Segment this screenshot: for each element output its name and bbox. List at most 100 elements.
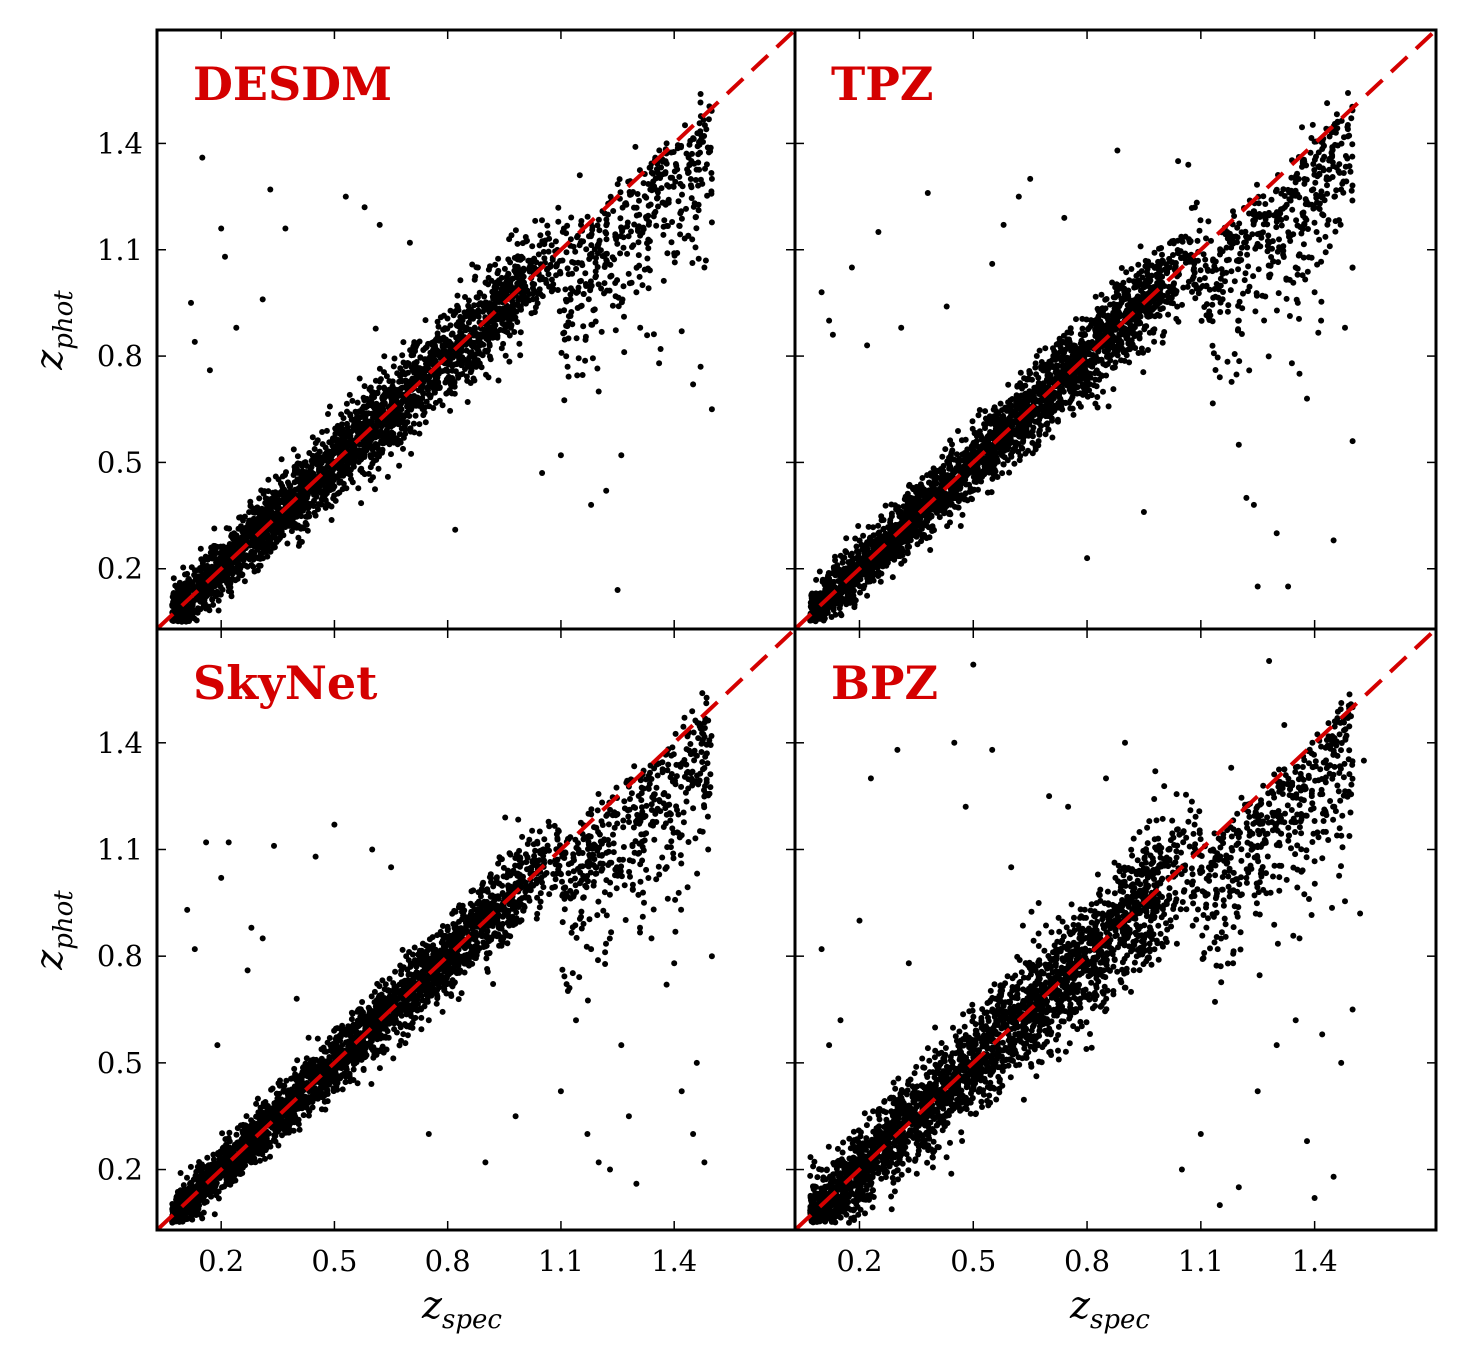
desdm-point [517, 352, 524, 359]
tpz-point [1195, 290, 1202, 297]
desdm-point [590, 307, 597, 314]
desdm-point [350, 440, 357, 447]
desdm-point [439, 368, 445, 375]
tpz-point [1159, 332, 1166, 339]
desdm-point [264, 531, 271, 538]
tpz-point [1273, 224, 1280, 231]
desdm-point [505, 256, 512, 263]
desdm-point [476, 289, 483, 296]
desdm-point [329, 435, 336, 442]
desdm-point [601, 264, 608, 270]
desdm-point [697, 99, 704, 106]
tpz-point [1257, 243, 1264, 250]
tpz-point [1228, 268, 1235, 275]
tpz-point [906, 543, 913, 550]
tpz-point [1180, 284, 1187, 291]
desdm-point [217, 575, 224, 582]
desdm-point [280, 532, 287, 539]
desdm-point [572, 248, 579, 255]
desdm-point [470, 325, 477, 332]
desdm-point [380, 435, 387, 442]
tpz-point [975, 412, 982, 419]
desdm-ytick-label: 0.2 [97, 552, 143, 586]
desdm-point [246, 555, 253, 562]
tpz-point [1070, 411, 1077, 418]
tpz-point [1304, 268, 1311, 275]
desdm-point [205, 603, 212, 610]
desdm-point [352, 408, 359, 415]
desdm-point [369, 393, 375, 400]
desdm-point [578, 221, 584, 228]
desdm-point [569, 288, 576, 294]
tpz-point [1112, 359, 1119, 366]
desdm-point [407, 347, 414, 354]
desdm-point [520, 288, 526, 295]
desdm-point [681, 235, 688, 242]
desdm-point [447, 407, 454, 414]
desdm-point [264, 542, 271, 549]
tpz-point [839, 559, 846, 566]
desdm-point [380, 440, 387, 447]
desdm-point [550, 286, 557, 293]
desdm-point [692, 177, 699, 183]
desdm-point [682, 122, 688, 129]
desdm-point [412, 412, 419, 419]
desdm-point [651, 183, 658, 190]
tpz-point [865, 523, 872, 530]
desdm-point [672, 178, 679, 185]
desdm-point [592, 318, 599, 325]
desdm-point [494, 270, 501, 277]
tpz-point [1064, 336, 1071, 343]
desdm-point [502, 328, 509, 335]
tpz-point [1337, 221, 1344, 228]
desdm-point [300, 491, 307, 498]
desdm-point [676, 223, 683, 229]
desdm-point [346, 466, 352, 473]
desdm-point [410, 420, 417, 427]
desdm-outlier-point [376, 221, 383, 228]
desdm-point [404, 419, 411, 426]
desdm-point [580, 238, 587, 245]
tpz-point [1264, 248, 1271, 255]
desdm-point [414, 367, 421, 374]
desdm-point [390, 422, 396, 429]
desdm-point [603, 216, 610, 223]
desdm-point [330, 473, 336, 480]
desdm-point [193, 575, 200, 582]
desdm-point [687, 182, 694, 189]
desdm-point [261, 488, 268, 495]
desdm-point [506, 277, 513, 284]
desdm-point [184, 570, 191, 577]
desdm-point [295, 534, 302, 541]
desdm-point [340, 415, 347, 422]
tpz-point [1092, 400, 1099, 407]
desdm-point [490, 295, 497, 302]
desdm-point [331, 492, 338, 499]
desdm-point [374, 428, 381, 435]
desdm-point [579, 372, 586, 378]
desdm-point [596, 237, 603, 244]
desdm-point [323, 427, 330, 434]
desdm-point [284, 512, 291, 519]
tpz-point [1241, 277, 1248, 284]
desdm-point [659, 171, 666, 178]
desdm-point [282, 492, 289, 499]
desdm-point [562, 296, 569, 303]
desdm-point [608, 272, 615, 279]
desdm-point [563, 353, 570, 360]
desdm-point [471, 313, 478, 320]
desdm-point [592, 274, 599, 281]
tpz-point [1223, 244, 1230, 251]
desdm-point [580, 291, 587, 297]
desdm-point [415, 387, 422, 394]
desdm-point [529, 280, 536, 287]
desdm-point [631, 221, 638, 228]
desdm-point [326, 403, 333, 410]
desdm-point [696, 120, 703, 127]
desdm-point [549, 256, 556, 263]
desdm-point [695, 255, 702, 262]
desdm-point [520, 268, 526, 275]
desdm-point [367, 420, 374, 427]
desdm-point [610, 208, 617, 214]
desdm-point [491, 332, 498, 339]
